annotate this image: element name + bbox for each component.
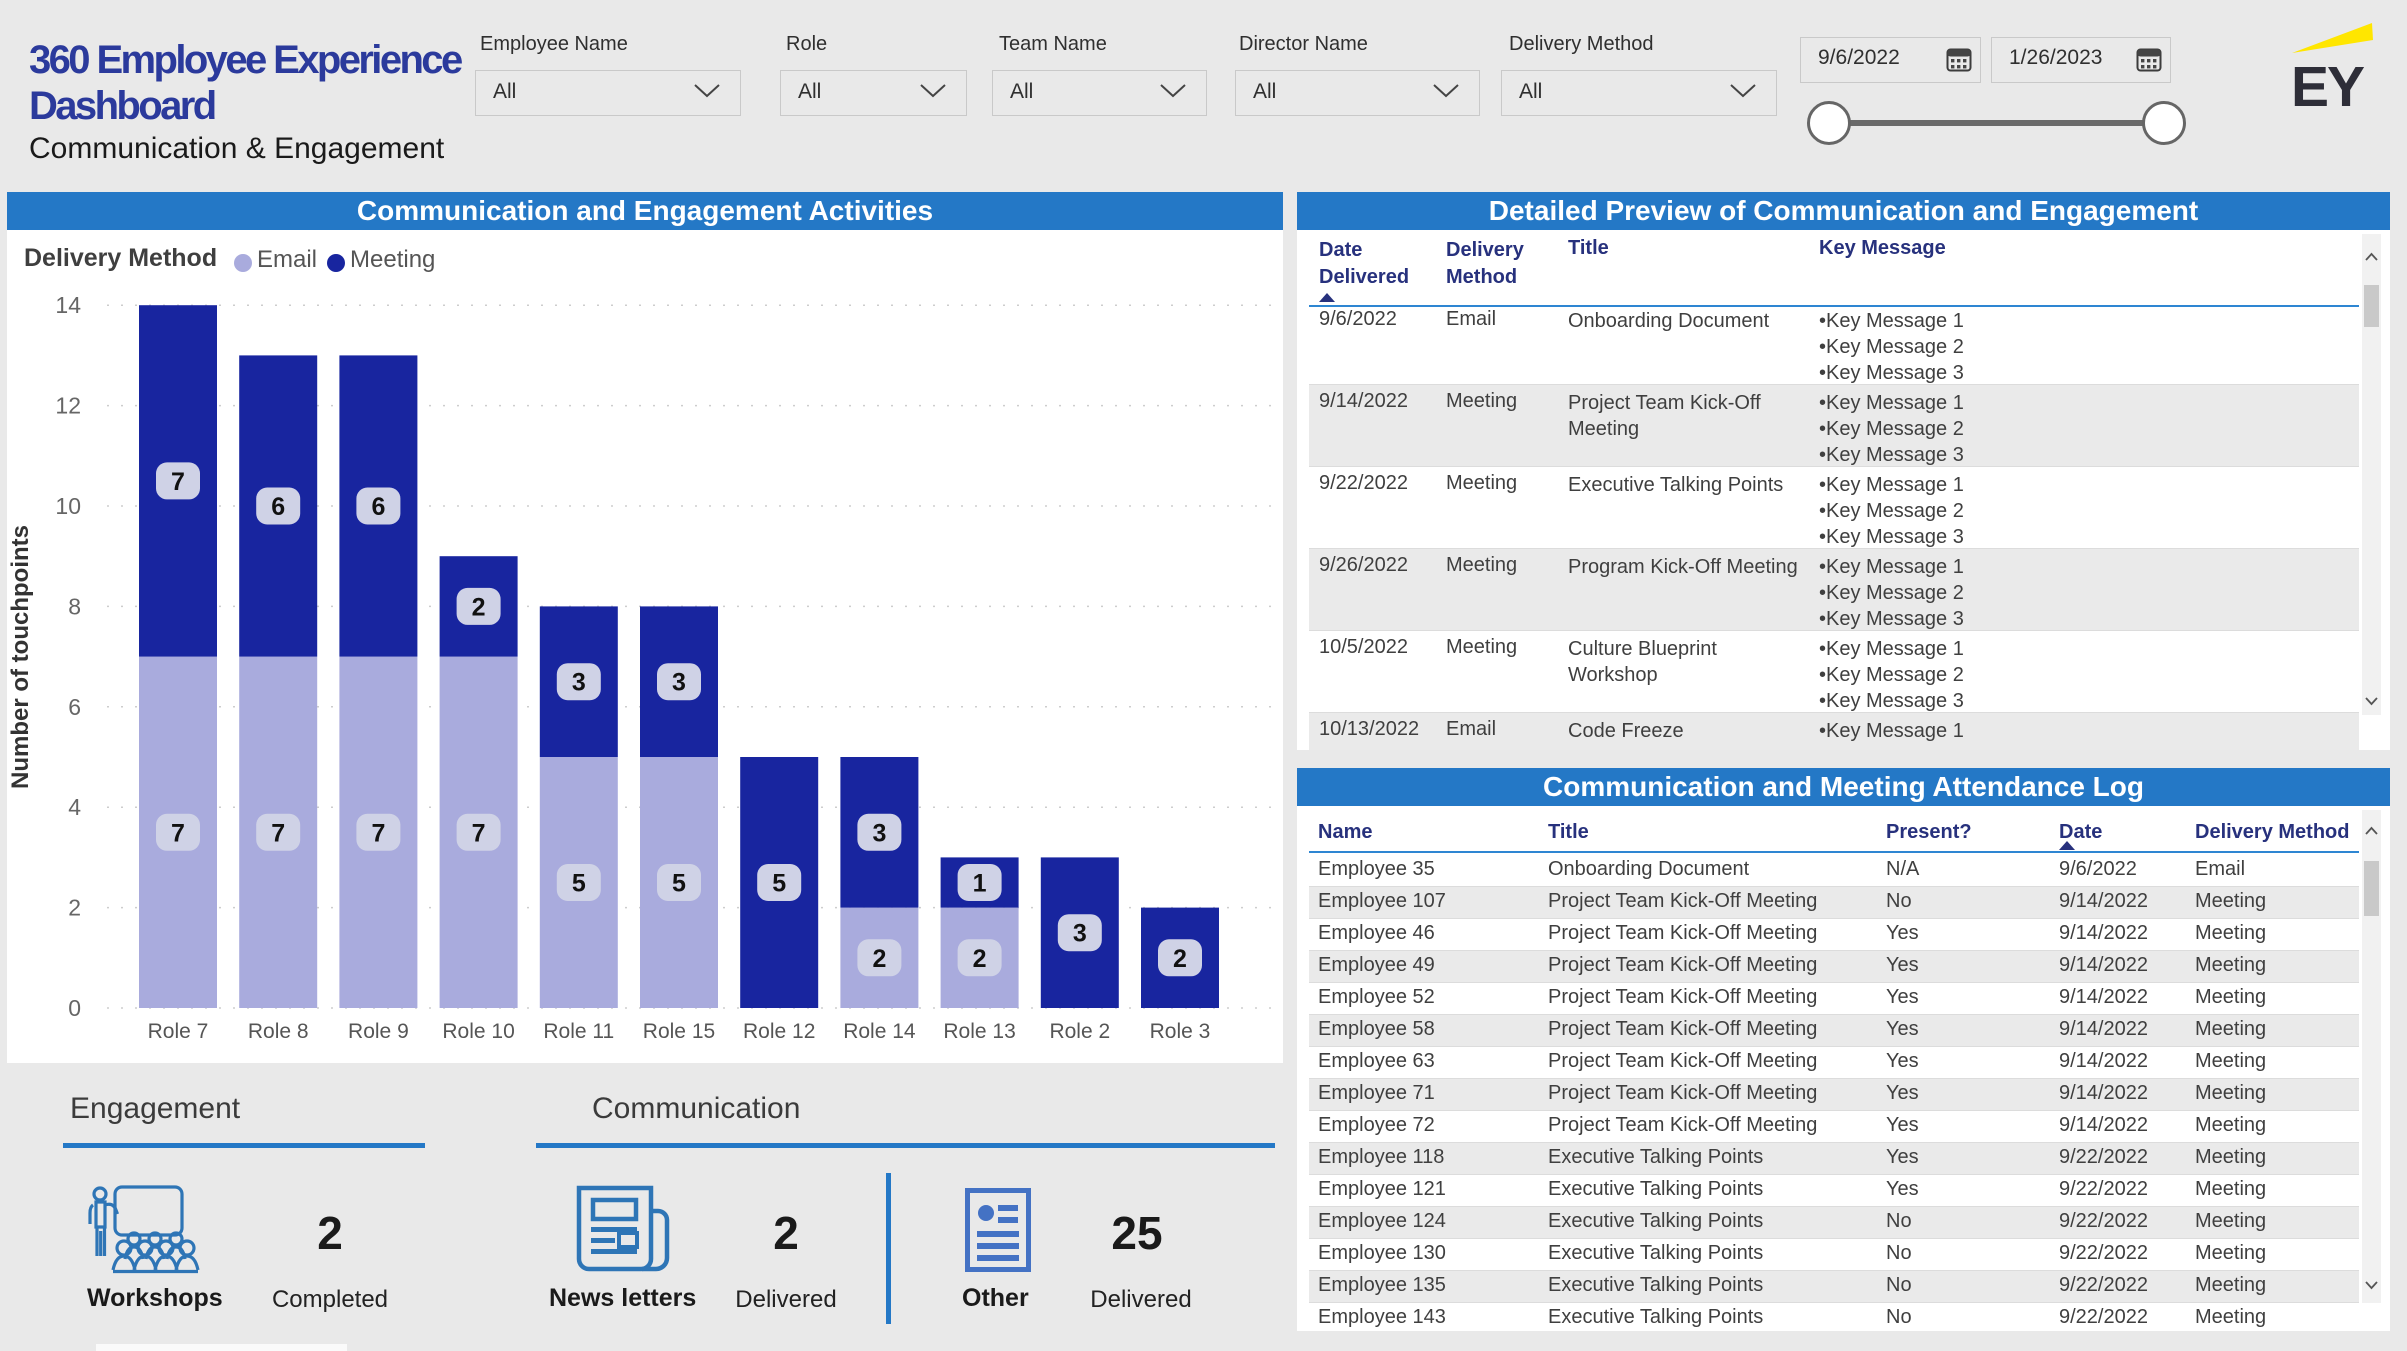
svg-text:7: 7 xyxy=(171,819,185,847)
svg-text:5: 5 xyxy=(572,870,586,898)
svg-text:3: 3 xyxy=(672,669,686,697)
svg-text:3: 3 xyxy=(872,819,886,847)
svg-text:2: 2 xyxy=(973,945,987,973)
svg-text:2: 2 xyxy=(1173,945,1187,973)
svg-text:1: 1 xyxy=(973,870,987,898)
svg-text:Role 8: Role 8 xyxy=(248,1020,309,1043)
svg-text:6: 6 xyxy=(371,493,385,521)
svg-text:10: 10 xyxy=(55,493,81,519)
svg-text:2: 2 xyxy=(68,895,81,921)
svg-text:Role 10: Role 10 xyxy=(442,1020,514,1043)
svg-text:8: 8 xyxy=(68,593,81,619)
svg-text:7: 7 xyxy=(371,819,385,847)
svg-text:Role 11: Role 11 xyxy=(543,1020,614,1043)
svg-text:7: 7 xyxy=(472,819,486,847)
svg-text:Role 14: Role 14 xyxy=(843,1020,916,1043)
svg-text:14: 14 xyxy=(55,292,81,318)
svg-text:7: 7 xyxy=(171,468,185,496)
svg-text:2: 2 xyxy=(872,945,886,973)
svg-text:12: 12 xyxy=(55,393,81,419)
svg-text:6: 6 xyxy=(271,493,285,521)
svg-text:Role 15: Role 15 xyxy=(643,1020,715,1043)
svg-text:Role 13: Role 13 xyxy=(943,1020,1015,1043)
svg-text:EY: EY xyxy=(2291,55,2365,110)
svg-text:0: 0 xyxy=(68,995,81,1021)
svg-text:Role 3: Role 3 xyxy=(1150,1020,1211,1043)
svg-text:3: 3 xyxy=(1073,920,1087,948)
svg-text:Number of touchpoints: Number of touchpoints xyxy=(7,525,34,789)
svg-text:5: 5 xyxy=(672,870,686,898)
svg-text:6: 6 xyxy=(68,694,81,720)
svg-text:Role 9: Role 9 xyxy=(348,1020,409,1043)
svg-text:7: 7 xyxy=(271,819,285,847)
svg-text:3: 3 xyxy=(572,669,586,697)
svg-text:Role 12: Role 12 xyxy=(743,1020,815,1043)
svg-text:Role 7: Role 7 xyxy=(148,1020,209,1043)
svg-text:Role 2: Role 2 xyxy=(1049,1020,1110,1043)
svg-text:4: 4 xyxy=(68,794,81,820)
svg-text:5: 5 xyxy=(772,870,786,898)
svg-text:2: 2 xyxy=(472,593,486,621)
